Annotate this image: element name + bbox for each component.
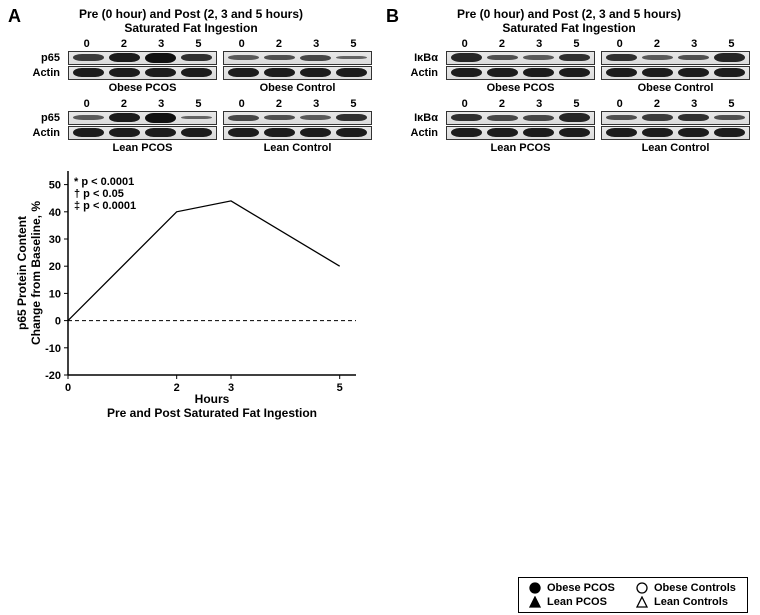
panel-letter-a: A [8, 6, 21, 27]
svg-text:20: 20 [49, 261, 61, 273]
blot-obese-control-actin [223, 66, 372, 80]
svg-text:5: 5 [337, 382, 343, 394]
svg-text:† p < 0.05: † p < 0.05 [74, 188, 124, 200]
blot-obese-pcos-actin-b [446, 66, 595, 80]
chart-a: -20-10010203040500235p65 Protein Content… [10, 163, 372, 421]
filled-triangle-icon [529, 596, 541, 608]
svg-text:30: 30 [49, 234, 61, 246]
blot-header-b: Pre (0 hour) and Post (2, 3 and 5 hours)… [388, 8, 750, 36]
svg-text:0: 0 [55, 315, 61, 327]
svg-text:-10: -10 [45, 342, 61, 354]
svg-text:2: 2 [174, 382, 180, 394]
blot-lean-pcos-ikba [446, 111, 595, 125]
svg-text:‡ p < 0.0001: ‡ p < 0.0001 [74, 200, 136, 212]
svg-text:p65 Protein ContentChange from: p65 Protein ContentChange from Baseline,… [15, 200, 43, 344]
blot-obese-pcos-p65 [68, 51, 217, 65]
svg-text:-20: -20 [45, 370, 61, 382]
blot-lean-control-p65 [223, 111, 372, 125]
blot-lean-pcos-actin-b [446, 126, 595, 140]
figure-row: A Pre (0 hour) and Post (2, 3 and 5 hour… [10, 8, 750, 421]
blot-obese-control-actin-b [601, 66, 750, 80]
chart-svg-a: -20-10010203040500235p65 Protein Content… [10, 163, 370, 421]
chart-b [388, 163, 750, 421]
blot-obese-control-ikba [601, 51, 750, 65]
blot-header-a: Pre (0 hour) and Post (2, 3 and 5 hours)… [10, 8, 372, 36]
panel-b: B Pre (0 hour) and Post (2, 3 and 5 hour… [388, 8, 750, 421]
blot-obese-pcos-actin [68, 66, 217, 80]
blot-obese-pcos-ikba [446, 51, 595, 65]
blot-grid-b-top: 0 2 3 5 0 2 3 5 IκBα Actin Obese PCOS Ob… [404, 38, 750, 157]
protein-label: p65 [26, 52, 62, 64]
blot-lean-control-ikba [601, 111, 750, 125]
svg-text:10: 10 [49, 288, 61, 300]
blot-lean-control-actin [223, 126, 372, 140]
svg-text:50: 50 [49, 179, 61, 191]
series-legend: Obese PCOS Obese Controls Lean PCOS Lean… [518, 577, 748, 613]
panel-a: A Pre (0 hour) and Post (2, 3 and 5 hour… [10, 8, 372, 421]
svg-text:0: 0 [65, 382, 71, 394]
svg-text:Hours: Hours [195, 392, 230, 406]
filled-circle-icon [529, 582, 541, 594]
svg-text:* p < 0.0001: * p < 0.0001 [74, 176, 134, 188]
svg-text:Pre and Post Saturated Fat Ing: Pre and Post Saturated Fat Ingestion [107, 406, 317, 420]
blot-obese-control-p65 [223, 51, 372, 65]
lane-labels: 0 2 3 5 [68, 38, 217, 50]
blot-grid-a-top: 0 2 3 5 0 2 3 5 p65 Actin Obese PCOS Obe… [26, 38, 372, 157]
blot-lean-pcos-actin [68, 126, 217, 140]
svg-text:40: 40 [49, 206, 61, 218]
open-circle-icon [636, 582, 648, 594]
open-triangle-icon [636, 596, 648, 608]
chart-svg-b [388, 163, 748, 421]
blot-lean-pcos-p65 [68, 111, 217, 125]
panel-letter-b: B [386, 6, 399, 27]
blot-lean-control-actin-b [601, 126, 750, 140]
